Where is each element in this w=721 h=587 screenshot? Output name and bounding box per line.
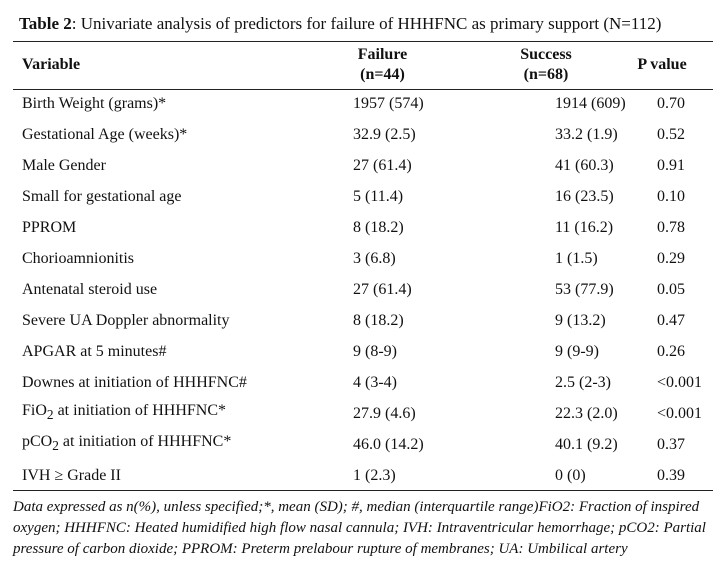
- top-rule: [13, 41, 713, 42]
- cell-success: 11 (16.2): [555, 218, 614, 236]
- cell-p-value: <0.001: [657, 404, 703, 422]
- variable-prefix: FiO: [22, 402, 47, 420]
- cell-failure: 8 (18.2): [353, 218, 404, 236]
- cell-failure: 32.9 (2.5): [353, 125, 416, 143]
- table-row: IVH ≥ Grade II 1 (2.3) 0 (0) 0.39: [13, 460, 713, 491]
- cell-p-value: 0.78: [657, 218, 685, 236]
- cell-p-value: 0.29: [657, 249, 685, 267]
- cell-variable: APGAR at 5 minutes#: [22, 342, 167, 360]
- table-row: Small for gestational age 5 (11.4) 16 (2…: [13, 181, 713, 212]
- header-rule: [13, 89, 713, 90]
- table-row: Gestational Age (weeks)* 32.9 (2.5) 33.2…: [13, 119, 713, 150]
- table-footnote: Data expressed as n(%), unless specified…: [13, 499, 706, 557]
- table-row: Birth Weight (grams)* 1957 (574) 1914 (6…: [13, 89, 713, 119]
- header-success: Success (n=68): [481, 41, 611, 89]
- cell-failure: 1 (2.3): [353, 466, 396, 484]
- cell-p-value: 0.10: [657, 187, 685, 205]
- cell-success: 2.5 (2-3): [555, 373, 611, 391]
- cell-p-value: 0.37: [657, 435, 685, 453]
- variable-suffix: at initiation of HHHFNC*: [53, 402, 227, 420]
- cell-success: 0 (0): [555, 466, 586, 484]
- cell-failure: 5 (11.4): [353, 187, 404, 205]
- cell-p-value: 0.70: [657, 95, 685, 112]
- cell-variable: Severe UA Doppler abnormality: [22, 311, 230, 329]
- cell-failure: 9 (8-9): [353, 342, 397, 360]
- header-success-n: (n=68): [523, 66, 569, 83]
- cell-variable: PPROM: [22, 218, 77, 236]
- cell-p-value: 0.26: [657, 342, 685, 360]
- cell-success: 41 (60.3): [555, 156, 614, 174]
- cell-variable: pCO2 at initiation of HHHFNC*: [13, 429, 284, 460]
- table-row: APGAR at 5 minutes# 9 (8-9) 9 (9-9) 0.26: [13, 336, 713, 367]
- cell-p-value: 0.47: [657, 311, 685, 329]
- header-success-label: Success: [520, 46, 572, 63]
- variable-prefix: pCO: [22, 433, 53, 451]
- cell-variable: Gestational Age (weeks)*: [22, 125, 188, 143]
- cell-variable: Downes at initiation of HHHFNC#: [22, 373, 247, 391]
- table-label: Table 2: [19, 14, 72, 33]
- cell-p-value: 0.91: [657, 156, 685, 174]
- data-table: Variable Failure (n=44) Success (n=68) P v…: [13, 41, 713, 491]
- bottom-rule: [13, 490, 713, 491]
- cell-variable: Birth Weight (grams)*: [22, 95, 167, 112]
- table-row: Antenatal steroid use 27 (61.4) 53 (77.9…: [13, 274, 713, 305]
- table-title: : Univariate analysis of predictors for …: [71, 14, 662, 33]
- cell-success: 1 (1.5): [555, 249, 598, 267]
- table-caption: Table 2: Univariate analysis of predicto…: [19, 13, 661, 35]
- cell-p-value: 0.52: [657, 125, 685, 143]
- header-variable: Variable: [22, 56, 81, 73]
- cell-success: 9 (13.2): [555, 311, 606, 329]
- cell-failure: 1957 (574): [353, 95, 424, 112]
- header-failure-n: (n=44): [360, 66, 405, 83]
- cell-success: 22.3 (2.0): [555, 404, 618, 422]
- cell-success: 53 (77.9): [555, 280, 614, 298]
- cell-variable: Male Gender: [22, 156, 106, 174]
- cell-p-value: 0.39: [657, 466, 685, 484]
- table-row: Downes at initiation of HHHFNC# 4 (3-4) …: [13, 367, 713, 398]
- cell-success: 40.1 (9.2): [555, 435, 618, 453]
- header-failure: Failure (n=44): [284, 41, 481, 89]
- cell-failure: 27 (61.4): [353, 156, 412, 174]
- cell-p-value: <0.001: [657, 373, 703, 391]
- cell-failure: 8 (18.2): [353, 311, 404, 329]
- variable-subscript: 2: [46, 407, 54, 423]
- table-row: Severe UA Doppler abnormality 8 (18.2) 9…: [13, 305, 713, 336]
- cell-success: 16 (23.5): [555, 187, 614, 205]
- table-row: Male Gender 27 (61.4) 41 (60.3) 0.91: [13, 150, 713, 181]
- cell-variable: IVH ≥ Grade II: [22, 466, 121, 484]
- cell-variable: FiO2 at initiation of HHHFNC*: [13, 398, 284, 429]
- header-row: Variable Failure (n=44) Success (n=68) P v…: [13, 41, 713, 89]
- cell-variable: Small for gestational age: [22, 187, 182, 205]
- variable-suffix: at initiation of HHHFNC*: [58, 433, 232, 451]
- table-row: Chorioamnionitis 3 (6.8) 1 (1.5) 0.29: [13, 243, 713, 274]
- cell-failure: 27 (61.4): [353, 280, 412, 298]
- table-row: PPROM 8 (18.2) 11 (16.2) 0.78: [13, 212, 713, 243]
- header-p-value: P value: [637, 56, 687, 73]
- table-row: FiO2 at initiation of HHHFNC* 27.9 (4.6)…: [13, 398, 713, 429]
- header-failure-label: Failure: [357, 46, 408, 63]
- cell-success: 9 (9-9): [555, 342, 599, 360]
- variable-subscript: 2: [52, 438, 59, 454]
- cell-p-value: 0.05: [657, 280, 685, 298]
- table-row: pCO2 at initiation of HHHFNC* 46.0 (14.2…: [13, 429, 713, 460]
- cell-variable: Chorioamnionitis: [22, 249, 134, 267]
- cell-failure: 3 (6.8): [353, 249, 396, 267]
- cell-success: 33.2 (1.9): [555, 125, 618, 143]
- cell-failure: 4 (3-4): [353, 373, 397, 391]
- cell-variable: Antenatal steroid use: [22, 280, 158, 298]
- cell-failure: 27.9 (4.6): [353, 404, 416, 422]
- cell-failure: 46.0 (14.2): [353, 435, 424, 453]
- cell-success: 1914 (609): [555, 95, 626, 112]
